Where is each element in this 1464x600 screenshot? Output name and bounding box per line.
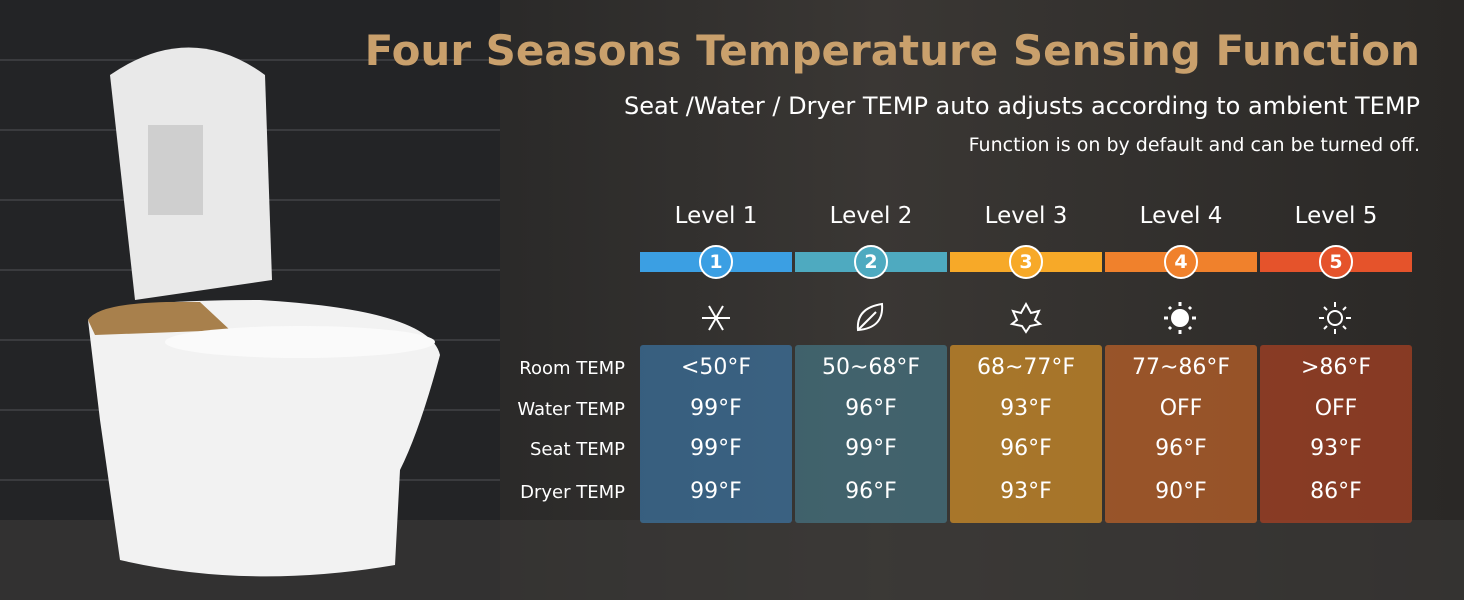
table-cell: 99°F xyxy=(690,479,742,504)
table-cell: OFF xyxy=(1159,396,1203,421)
table-cell: 96°F xyxy=(845,396,897,421)
season-icons xyxy=(702,301,1351,334)
row-label: Seat TEMP xyxy=(529,439,625,460)
level-number: 1 xyxy=(699,245,733,279)
level-label: Level 3 xyxy=(984,203,1068,229)
table-cell: 99°F xyxy=(690,436,742,461)
level-column xyxy=(1260,345,1412,523)
table-cell: 90°F xyxy=(1155,479,1207,504)
note: Function is on by default and can be tur… xyxy=(968,134,1420,156)
table-cell: 96°F xyxy=(1155,436,1207,461)
level-number: 4 xyxy=(1164,245,1198,279)
table-cell: <50°F xyxy=(680,355,752,380)
row-label: Dryer TEMP xyxy=(520,482,625,503)
level-number: 3 xyxy=(1009,245,1043,279)
level-label: Level 5 xyxy=(1294,203,1378,229)
table-cell: 93°F xyxy=(1000,396,1052,421)
table-cell: 99°F xyxy=(690,396,742,421)
table-cell: 86°F xyxy=(1310,479,1362,504)
table-cell: 96°F xyxy=(845,479,897,504)
table-cell: 93°F xyxy=(1000,479,1052,504)
level-column xyxy=(640,345,792,523)
table-cell: 99°F xyxy=(845,436,897,461)
table-cell: >86°F xyxy=(1300,355,1372,380)
level-label: Level 4 xyxy=(1139,203,1223,229)
level-label: Level 1 xyxy=(674,203,758,229)
table-cell: 93°F xyxy=(1310,436,1362,461)
level-number: 5 xyxy=(1319,245,1353,279)
level-column xyxy=(795,345,947,523)
row-label: Water TEMP xyxy=(517,399,625,420)
table-cell: 77~86°F xyxy=(1131,355,1231,380)
table-cell: 50~68°F xyxy=(821,355,921,380)
row-label: Room TEMP xyxy=(519,358,625,379)
table-cell: OFF xyxy=(1314,396,1358,421)
level-column xyxy=(950,345,1102,523)
level-label: Level 2 xyxy=(829,203,913,229)
table-cell: 96°F xyxy=(1000,436,1052,461)
title: Four Seasons Temperature Sensing Functio… xyxy=(364,26,1420,75)
level-column xyxy=(1105,345,1257,523)
table-cell: 68~77°F xyxy=(976,355,1076,380)
level-number: 2 xyxy=(854,245,888,279)
subtitle: Seat /Water / Dryer TEMP auto adjusts ac… xyxy=(623,92,1420,120)
